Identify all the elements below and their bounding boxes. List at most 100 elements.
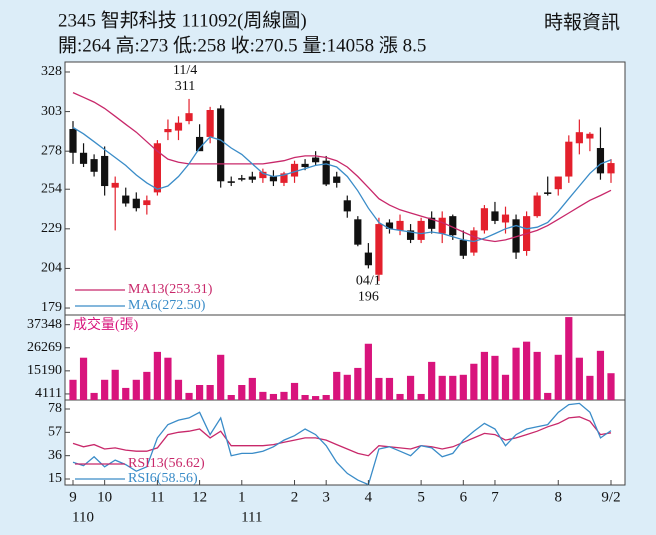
volume-bar — [459, 374, 467, 400]
candle-body — [406, 230, 415, 240]
volume-bar — [428, 361, 436, 400]
y-tick-label: 36 — [48, 448, 62, 463]
volume-bar — [174, 379, 183, 400]
x-tick-label: 8 — [555, 489, 563, 505]
candle-body — [512, 219, 520, 253]
volume-bar — [554, 354, 562, 400]
candle-body — [333, 176, 341, 183]
x-year-label: 111 — [241, 509, 262, 525]
volume-bar — [354, 367, 362, 400]
volume-bar — [101, 379, 109, 400]
y-tick-label: 229 — [41, 221, 62, 236]
legend-rsi6: RSI6(58.56) — [128, 471, 198, 486]
volume-bar — [206, 385, 214, 400]
volume-bar — [607, 373, 615, 400]
volume-bar — [523, 341, 531, 400]
candle-body — [586, 133, 594, 139]
candle-body — [185, 113, 193, 122]
volume-bar — [396, 393, 404, 400]
legend-ma13: MA13(253.31) — [128, 282, 213, 297]
candle-body — [143, 200, 151, 206]
candle-body — [259, 171, 267, 179]
volume-bar — [69, 379, 77, 400]
candle-body — [480, 208, 489, 231]
volume-bar — [544, 392, 552, 400]
volume-bar — [449, 375, 457, 400]
y-tick-label: 37348 — [27, 317, 62, 332]
x-tick-label: 2 — [291, 489, 299, 505]
candle-body — [501, 214, 510, 223]
candle-body — [111, 182, 119, 188]
volume-bar — [164, 357, 172, 400]
volume-title: 成交量(張) — [73, 316, 139, 333]
volume-bar — [111, 369, 119, 400]
x-year-label: 110 — [72, 509, 94, 525]
volume-bar — [417, 393, 425, 400]
candle-body — [459, 239, 467, 256]
volume-bar — [132, 379, 140, 400]
y-tick-label: 4111 — [35, 386, 62, 401]
source: 時報資訊 — [544, 11, 620, 33]
volume-bar — [406, 375, 415, 400]
annotation: 196 — [358, 290, 379, 305]
volume-bar — [586, 375, 594, 400]
candle-body — [217, 108, 225, 182]
rsi-line — [72, 402, 612, 486]
volume-bar — [333, 371, 341, 400]
candle-body — [248, 176, 256, 180]
volume-bar — [301, 395, 309, 400]
volume-bar — [575, 357, 583, 400]
volume-bar — [438, 375, 446, 400]
y-tick-label: 278 — [41, 143, 62, 158]
candle-body — [174, 122, 183, 131]
volume-bar — [143, 371, 151, 400]
candle-body — [428, 217, 436, 229]
volume-bar — [343, 374, 351, 400]
legend-ma6: MA6(272.50) — [128, 298, 206, 313]
candle-body — [449, 216, 457, 236]
candle-body — [375, 224, 383, 275]
volume-bar — [153, 351, 161, 400]
candle-body — [533, 195, 541, 217]
volume-bar — [533, 351, 541, 400]
candle-body — [544, 192, 552, 194]
y-tick-label: 78 — [48, 401, 62, 416]
volume-bar — [248, 377, 256, 400]
annotation: 04/1 — [356, 274, 381, 289]
y-tick-label: 26269 — [27, 340, 62, 355]
x-tick-label: 11 — [150, 489, 164, 505]
volume-bar — [290, 382, 299, 400]
x-tick-label: 9 — [69, 489, 77, 505]
candle-body — [227, 181, 235, 183]
x-tick-label: 1 — [238, 489, 246, 505]
y-tick-label: 204 — [41, 261, 62, 276]
candle-body — [164, 129, 172, 133]
candle-body — [438, 217, 446, 234]
volume-bar — [312, 396, 320, 400]
volume-bar — [501, 374, 510, 400]
candle-body — [607, 163, 615, 174]
volume-bar — [512, 347, 520, 400]
ma-line — [72, 126, 612, 243]
x-tick-label: 10 — [97, 489, 112, 505]
candle-body — [101, 155, 109, 187]
candle-body — [69, 129, 77, 153]
volume-bar — [195, 385, 204, 400]
candle-body — [132, 198, 140, 209]
y-tick-label: 57 — [48, 425, 62, 440]
x-tick-label: 4 — [365, 489, 373, 505]
chart-title: 2345 智邦科技 111092(周線圖) — [58, 9, 307, 31]
candle-body — [575, 132, 583, 144]
candle-body — [206, 110, 214, 137]
y-tick-label: 254 — [41, 181, 62, 196]
volume-bar — [259, 391, 267, 400]
volume-bar — [217, 354, 225, 400]
volume-bar — [122, 387, 130, 400]
x-tick-label: 9/2 — [601, 489, 620, 505]
x-tick-label: 3 — [322, 489, 330, 505]
volume-bar — [596, 350, 605, 400]
candle-body — [290, 163, 299, 177]
candle-body — [396, 220, 404, 231]
y-tick-label: 15190 — [27, 363, 62, 378]
